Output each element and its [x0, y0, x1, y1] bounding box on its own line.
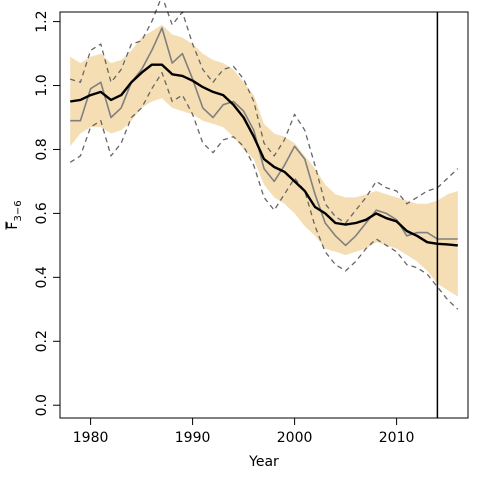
y-tick-label: 1.0 — [34, 74, 50, 96]
y-axis-title-text: F3−6 — [5, 200, 24, 229]
y-axis: 0.0 0.2 0.4 0.6 0.8 1.0 1.2 — [34, 10, 60, 416]
y-tick-label: 1.2 — [34, 10, 50, 32]
y-axis-title: F3−6 — [5, 200, 24, 230]
x-tick-label: 1980 — [73, 430, 109, 446]
x-tick-label: 2010 — [379, 430, 415, 446]
x-tick-label: 2000 — [277, 430, 313, 446]
lines-layer — [69, 0, 459, 310]
estimate-line — [70, 63, 458, 247]
y-tick-label: 0.2 — [34, 330, 50, 352]
y-tick-label: 0.8 — [34, 138, 50, 160]
plot-frame — [59, 11, 469, 419]
lower-bound-line — [69, 72, 459, 310]
y-tick-label: 0.0 — [34, 394, 50, 416]
y-axis-title-main: F — [5, 222, 21, 230]
x-axis: 1980 1990 2000 2010 — [73, 418, 415, 446]
y-tick-label: 0.4 — [34, 266, 50, 288]
x-axis-title: Year — [248, 454, 279, 470]
y-axis-title-subscript: 3−6 — [13, 200, 24, 221]
upper-bound-line — [70, 0, 459, 224]
y-tick-label: 0.6 — [34, 202, 50, 224]
x-tick-label: 1990 — [175, 430, 211, 446]
